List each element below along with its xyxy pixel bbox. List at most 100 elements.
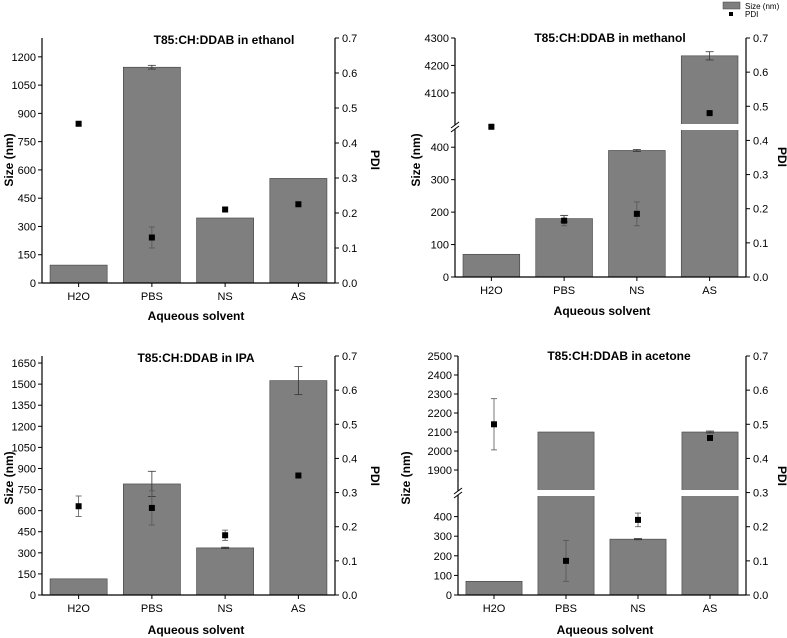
x-tick-label: NS [629,285,644,297]
y-tick-label: 2000 [428,446,452,458]
y-tick-label: 4200 [425,60,449,72]
y-tick-label: 150 [18,569,36,581]
y2-tick-label: 0.0 [342,590,357,602]
pdi-point-ns [635,516,641,523]
y2-tick-label: 0.4 [753,135,768,147]
y2-axis-label: PDI [368,466,382,486]
pdi-point-pbs [148,234,155,241]
panel-acetone: T85:CH:DDAB in acetone Aqueous solvent S… [399,349,787,637]
chart-title: T85:CH:DDAB in acetone [547,349,691,363]
y-tick-label: 1050 [12,80,36,92]
pdi-point-h2o [491,421,497,428]
x-tick-label: H2O [480,285,503,297]
x-tick-label: H2O [483,603,506,615]
y-tick-label: 100 [431,240,449,252]
bar-h2o [462,253,521,278]
y2-tick-label: 0.4 [753,453,768,465]
y2-tick-label: 0.7 [342,351,357,363]
y2-tick-label: 0.0 [342,278,357,290]
y2-tick-label: 0.5 [342,103,357,115]
x-tick-label: AS [703,603,718,615]
y-tick-label: 0 [30,278,36,290]
y-tick-label: 600 [18,165,36,177]
pdi-point-pbs [148,504,155,511]
y-tick-label: 200 [434,551,452,563]
y-tick-label: 300 [18,548,36,560]
y-tick-label: 300 [434,531,452,543]
y-tick-label: 900 [18,463,36,475]
y2-tick-label: 0.3 [753,488,768,500]
y-axis-label: Size (nm) [399,451,413,504]
axis-break-gap [454,490,750,496]
bar-pbs [535,218,593,278]
legend-bar-swatch [722,1,741,10]
pdi-point-as [706,110,713,117]
bar-pbs [123,66,181,284]
y2-axis-label: PDI [368,150,382,170]
y-tick-label: 300 [431,175,449,187]
y2-tick-label: 0.3 [342,488,357,500]
y2-tick-label: 0.3 [342,173,357,185]
y-tick-label: 450 [18,527,36,539]
bar-h2o [49,264,108,284]
y2-tick-label: 0.5 [342,419,357,431]
y2-tick-label: 0.2 [342,522,357,534]
y2-tick-label: 0.2 [342,208,357,220]
x-axis-label: Aqueous solvent [554,304,651,318]
y-tick-label: 2500 [428,351,452,363]
y2-tick-label: 0.5 [753,101,768,113]
panel-ethanol: T85:CH:DDAB in ethanol Aqueous solvent S… [2,33,382,323]
bar-h2o [49,578,108,596]
pdi-point-as [707,434,713,441]
x-tick-label: H2O [67,603,90,615]
y2-tick-label: 0.1 [753,556,768,568]
pdi-point-ns [222,532,229,539]
pdi-point-pbs [563,557,569,564]
y-tick-label: 0 [446,590,452,602]
legend-point-label: PDI [745,10,758,19]
chart-title: T85:CH:DDAB in ethanol [154,33,295,47]
y-axis-label: Size (nm) [409,133,423,186]
y2-tick-label: 0.6 [342,68,357,80]
y-tick-label: 900 [18,108,36,120]
y-tick-label: 1500 [12,379,36,391]
pdi-point-as [295,201,302,208]
legend-bar-label: Size (nm) [745,2,780,11]
bar-ns [609,538,667,596]
x-axis-label: Aqueous solvent [557,623,654,637]
chart-title: T85:CH:DDAB in IPA [137,351,254,365]
x-axis-label: Aqueous solvent [148,623,245,637]
y2-axis-label: PDI [775,147,787,167]
y2-tick-label: 0.7 [753,33,768,45]
x-tick-label: NS [217,291,232,303]
y2-tick-label: 0.6 [753,385,768,397]
bar-ns [196,547,254,596]
y2-tick-label: 0.1 [342,556,357,568]
y-tick-label: 1200 [12,421,36,433]
bar-as [269,380,328,596]
y-axis-label: Size (nm) [2,133,16,186]
y2-tick-label: 0.6 [753,67,768,79]
legend: Size (nm) PDI [722,1,780,19]
pdi-point-h2o [75,120,82,127]
y-tick-label: 400 [434,512,452,524]
x-axis-label: Aqueous solvent [148,309,245,323]
bar-h2o [465,580,523,596]
y-tick-label: 750 [18,137,36,149]
pdi-point-h2o [75,503,82,510]
y-tick-label: 600 [18,506,36,518]
y2-tick-label: 0.3 [753,170,768,182]
y-tick-label: 100 [434,570,452,582]
x-tick-label: PBS [141,603,163,615]
pdi-point-pbs [561,217,568,224]
y2-tick-label: 0.4 [342,138,357,150]
y-tick-label: 750 [18,485,36,497]
x-tick-label: PBS [555,603,577,615]
y2-tick-label: 0.2 [753,204,768,216]
y-tick-label: 2100 [428,427,452,439]
panel-ipa: T85:CH:DDAB in IPA Aqueous solvent Size … [2,351,382,637]
y-tick-label: 150 [18,250,36,262]
pdi-point-h2o [488,123,495,130]
panel-methanol: T85:CH:DDAB in methanol Aqueous solvent … [409,31,787,318]
